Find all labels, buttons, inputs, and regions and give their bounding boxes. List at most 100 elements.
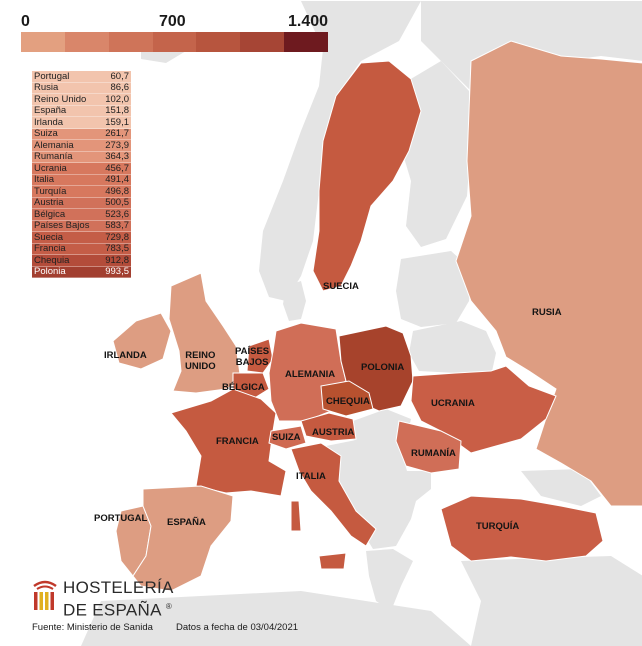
logo-line2-wrap: DE ESPAÑA ® <box>63 597 174 620</box>
hosteleria-logo-mark <box>33 580 57 610</box>
ranking-value: 583,7 <box>105 220 129 232</box>
belarus-shape <box>409 321 496 376</box>
ranking-country: Austria <box>34 197 64 209</box>
africa-shape <box>81 591 471 646</box>
ranking-country: Países Bajos <box>34 220 90 232</box>
ranking-row: Ucrania 456,7 <box>32 163 131 175</box>
baltics-shape <box>396 251 471 327</box>
country-netherlands[interactable] <box>246 338 274 374</box>
balkans-shape <box>326 439 431 549</box>
ranking-country: Reino Unido <box>34 93 87 105</box>
ranking-country: Alemania <box>34 139 74 151</box>
label-italy: ITALIA <box>296 471 326 482</box>
ranking-row: Francia 783,5 <box>32 243 131 255</box>
ranking-row: Italia 491,4 <box>32 174 131 186</box>
ranking-row: Rumanía 364,3 <box>32 151 131 163</box>
ranking-value: 783,5 <box>105 243 129 255</box>
ranking-value: 500,5 <box>105 197 129 209</box>
ranking-row: Chequia 912,8 <box>32 255 131 267</box>
country-austria[interactable] <box>300 412 357 442</box>
country-czechia[interactable] <box>320 380 374 417</box>
scale-max-label: 1.400 <box>288 13 329 30</box>
scale-min-label: 0 <box>21 13 30 30</box>
norway-shape <box>259 1 421 301</box>
logo-line1: HOSTELERÍA <box>63 578 174 597</box>
country-italy-islands[interactable] <box>290 500 347 570</box>
ranking-row: Portugal 60,7 <box>32 71 131 83</box>
hungary-shape <box>351 409 411 447</box>
logo-line2: DE ESPAÑA <box>63 600 161 620</box>
ranking-row: Irlanda 159,1 <box>32 117 131 129</box>
ranking-value: 523,6 <box>105 208 129 220</box>
ranking-row: Suecia 729,8 <box>32 232 131 244</box>
ranking-country: Italia <box>34 174 55 186</box>
ranking-value: 159,1 <box>105 116 129 128</box>
data-countries <box>112 40 642 592</box>
country-italy[interactable] <box>290 442 377 547</box>
label-netherlands-line1: PAÍSES <box>235 346 270 357</box>
hosteleria-logo-text: HOSTELERÍA DE ESPAÑA ® <box>63 578 174 620</box>
ranking-row: Alemania 273,9 <box>32 140 131 152</box>
scale-segment <box>64 32 109 52</box>
country-france[interactable] <box>170 388 287 497</box>
label-ireland: IRLANDA <box>104 350 147 361</box>
ranking-table: Portugal 60,7 Rusia 86,6 Reino Unido 102,0 Esp… <box>32 71 131 278</box>
ranking-row: Austria 500,5 <box>32 197 131 209</box>
ranking-value: 729,8 <box>105 231 129 243</box>
ranking-country: Rusia <box>34 82 59 94</box>
country-sweden[interactable] <box>312 60 422 292</box>
greece-shape <box>366 549 413 611</box>
ranking-value: 86,6 <box>110 82 130 94</box>
label-germany: ALEMANIA <box>285 369 336 380</box>
country-united-kingdom[interactable] <box>168 272 242 394</box>
label-netherlands-line2: BAJOS <box>235 357 269 368</box>
ranking-country: Chequia <box>34 254 70 266</box>
ranking-value: 364,3 <box>105 151 129 163</box>
ranking-value: 496,8 <box>105 185 129 197</box>
ranking-value: 491,4 <box>105 174 129 186</box>
ranking-country: Turquía <box>34 185 67 197</box>
ranking-row: Bélgica 523,6 <box>32 209 131 221</box>
ranking-country: Rumanía <box>34 151 73 163</box>
ranking-row: Reino Unido 102,0 <box>32 94 131 106</box>
scale-segment <box>240 32 285 52</box>
ranking-row: España 151,8 <box>32 105 131 117</box>
country-ukraine[interactable] <box>410 365 557 454</box>
label-switzerland: SUIZA <box>272 432 301 443</box>
logo-registered: ® <box>165 602 173 611</box>
ranking-row: Suiza 261,7 <box>32 128 131 140</box>
label-united-kingdom-line2: UNIDO <box>185 361 216 372</box>
country-turkey[interactable] <box>440 495 604 562</box>
scale-segment <box>108 32 153 52</box>
scale-segment <box>284 32 329 52</box>
label-romania: RUMANÍA <box>411 448 456 459</box>
ranking-value: 60,7 <box>110 70 130 82</box>
label-turkey: TURQUÍA <box>476 521 520 532</box>
label-portugal: PORTUGAL <box>94 513 148 524</box>
country-switzerland[interactable] <box>268 425 307 450</box>
ranking-country: Bélgica <box>34 208 66 220</box>
label-netherlands: PAÍSES BAJOS <box>235 346 269 368</box>
country-ireland[interactable] <box>112 312 172 370</box>
label-sweden: SUECIA <box>323 281 359 292</box>
ranking-value: 102,0 <box>105 93 129 105</box>
country-spain[interactable] <box>132 485 234 592</box>
scale-mid-label: 700 <box>159 13 186 30</box>
scale-segment <box>152 32 197 52</box>
ranking-country: Portugal <box>34 70 70 82</box>
ranking-country: Polonia <box>34 266 66 278</box>
ranking-country: España <box>34 105 67 117</box>
color-scale-bar <box>21 32 329 52</box>
label-russia: RUSIA <box>532 307 562 318</box>
country-romania[interactable] <box>395 420 462 474</box>
ranking-value: 273,9 <box>105 139 129 151</box>
label-united-kingdom: REINO UNIDO <box>185 350 216 372</box>
ranking-value: 151,8 <box>105 105 129 117</box>
ranking-row: Países Bajos 583,7 <box>32 220 131 232</box>
denmark-shape <box>283 281 306 321</box>
label-belgium: BÉLGICA <box>222 382 265 393</box>
label-ukraine: UCRANIA <box>431 398 475 409</box>
scale-segment <box>21 32 65 52</box>
label-united-kingdom-line1: REINO <box>185 350 216 361</box>
